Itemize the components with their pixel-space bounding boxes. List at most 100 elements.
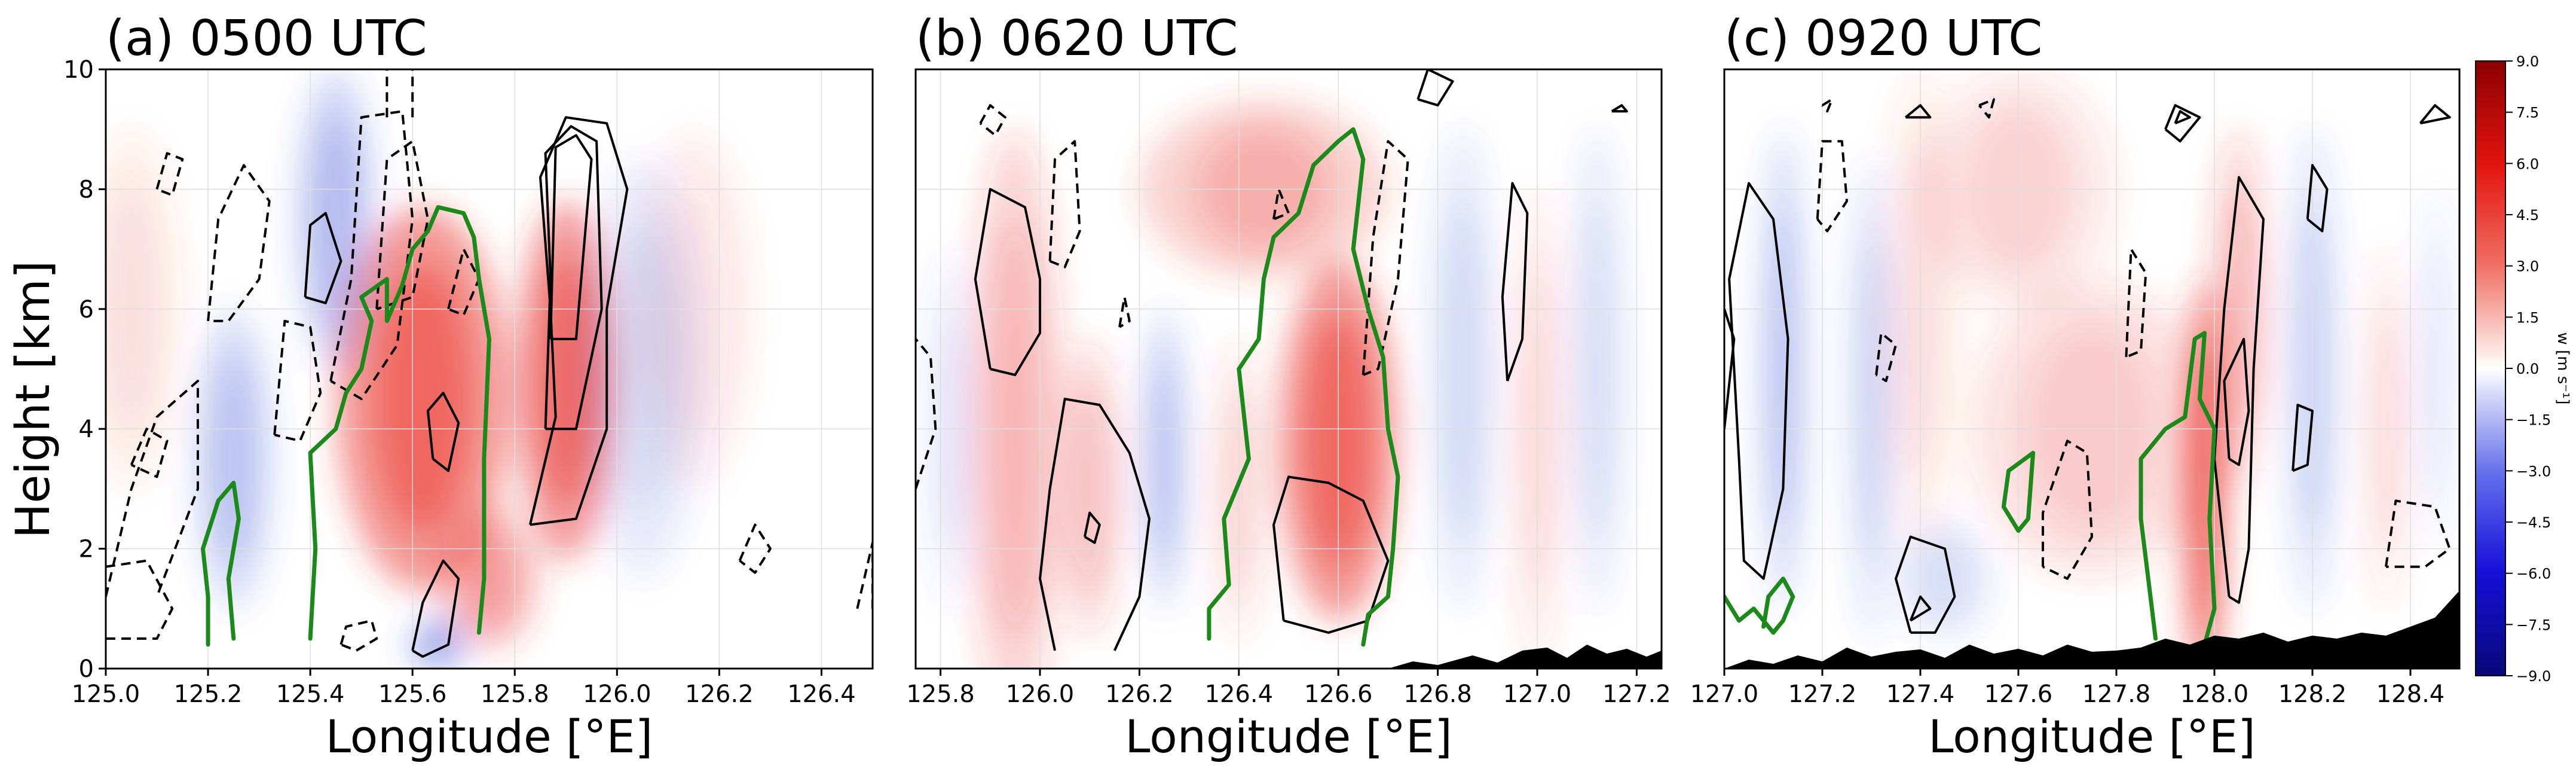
colorbar-label: w [m s⁻¹] [2554, 332, 2572, 404]
green-line-a-0 [201, 480, 241, 647]
axes-frame-b [914, 68, 1663, 670]
colorbar-tick-label-4: 3.0 [2516, 258, 2539, 275]
contour-dashed-a-4 [207, 164, 271, 322]
contour-solid-c-3 [1909, 595, 1932, 622]
contour-dashed-b-3 [916, 338, 937, 490]
updraft-a-2-core [461, 528, 518, 629]
contour-dashed-a-12 [738, 523, 772, 574]
downdraft-c-3-core [1917, 536, 1972, 621]
contour-dashed-c-2 [2042, 440, 2093, 580]
axes-frame-c [1723, 68, 2461, 670]
x-tick-label-b-7: 127.2 [1602, 681, 1671, 708]
x-ticks-a: 125.0 125.2 125.4 125.6 125.8 126.0 126.2 126.4 [72, 669, 856, 708]
contour-solid-c-10 [1905, 104, 1932, 119]
contour-solid-b-5 [1417, 69, 1454, 107]
contour-dashed-c-6 [2385, 499, 2451, 568]
colorbar-tick-label-11: −7.5 [2516, 617, 2551, 633]
x-tick-label-b-6: 127.0 [1503, 681, 1572, 708]
x-tick-label-c-1: 127.2 [1788, 681, 1857, 708]
downdraft-c-0-core [1769, 201, 1797, 537]
x-ticks-b: 125.8 126.0 126.2 126.4 126.6 126.8 127.0 127.2 [906, 669, 1671, 708]
y-tick-label-2: 4 [79, 416, 94, 443]
y-tick-label-3: 6 [79, 296, 94, 324]
contour-dashed-b-0 [979, 104, 1006, 137]
x-axis-label-c: Longitude [°E] [1928, 710, 2255, 763]
contour-dashed-b-4 [1272, 188, 1290, 221]
downdraft-c-4-core [2424, 243, 2446, 495]
contour-solid-c-4 [2213, 176, 2265, 604]
contour-solid-b-2 [974, 188, 1041, 376]
downdraft-a-0-core [211, 353, 256, 564]
contour-solid-c-2 [1895, 535, 1956, 634]
x-axis-label-b: Longitude [°E] [1125, 710, 1452, 763]
x-tick-label-b-1: 126.0 [1006, 681, 1075, 708]
contour-solid-b-4 [1501, 182, 1529, 382]
x-tick-label-c-4: 127.8 [2082, 681, 2151, 708]
contour-lines-b [916, 69, 1662, 669]
colorbar-tick-label-5: 1.5 [2516, 309, 2539, 326]
colorbar-tick-label-1: 7.5 [2516, 105, 2539, 121]
green-line-c-2 [2138, 331, 2217, 647]
x-tick-label-a-4: 125.8 [481, 681, 549, 708]
x-tick-label-a-1: 125.2 [174, 681, 243, 708]
x-tick-label-a-6: 126.2 [685, 681, 754, 708]
contour-solid-c-6 [2164, 104, 2201, 143]
contour-solid-b-0 [1039, 398, 1151, 651]
downdraft-c-1-core [1858, 231, 1885, 567]
x-tick-label-c-7: 128.4 [2376, 681, 2445, 708]
contour-dashed-a-3 [155, 152, 184, 197]
y-tick-label-4: 8 [79, 176, 94, 203]
y-ticks: 0 2 4 6 8 10 [63, 56, 106, 683]
colorbar-tick-label-7: −1.5 [2516, 412, 2551, 429]
panel-a: 125.0 125.2 125.4 125.6 125.8 126.0 126.2 126.4… [63, 10, 874, 763]
panel-title-b: (b) 0620 UTC [916, 10, 1238, 67]
x-tick-label-c-2: 127.4 [1886, 681, 1955, 708]
contour-dashed-b-1 [1048, 140, 1081, 269]
terrain-c [1724, 590, 2459, 669]
contour-solid-a-4 [426, 392, 460, 472]
contour-solid-a-5 [411, 559, 460, 658]
contour-dashed-b-5 [1362, 140, 1409, 376]
colorbar-tick-label-8: −3.0 [2516, 463, 2551, 480]
colorbar-tick-label-2: 6.0 [2516, 155, 2539, 172]
contour-solid-c-0 [1728, 182, 1789, 580]
contour-dashed-c-0 [1816, 140, 1848, 233]
panel-c: 127.0 127.2 127.4 127.6 127.8 128.0 128.2 128.4… [1690, 10, 2461, 763]
colorbar-tick-label-12: −9.0 [2516, 668, 2551, 685]
colorbar: 9.0 7.5 6.0 4.5 3.0 1.5 0.0 −1.5 −3.0 −4.5 −6.0 −7.… [2475, 53, 2572, 685]
x-tick-label-a-5: 126.0 [583, 681, 651, 708]
contour-solid-a-3 [304, 212, 342, 304]
downdraft-b-0-core [1151, 353, 1178, 564]
colorbar-gradient [2475, 60, 2506, 676]
x-tick-label-a-2: 125.4 [276, 681, 345, 708]
x-tick-label-a-7: 126.4 [787, 681, 856, 708]
contour-solid-c-11 [2419, 104, 2451, 125]
contour-solid-c-7 [2174, 110, 2191, 125]
contour-dashed-a-11 [339, 619, 378, 652]
contour-dashed-a-13 [856, 541, 873, 609]
contour-dashed-c-5 [1821, 98, 1834, 113]
contour-lines-a [106, 69, 873, 658]
downdraft-a-2-core [608, 222, 677, 516]
panel-title-a: (a) 0500 UTC [106, 10, 427, 67]
contour-solid-b-1 [1083, 511, 1101, 544]
panel-title-c: (c) 0920 UTC [1724, 10, 2042, 67]
contour-solid-a-1 [544, 125, 603, 431]
x-ticks-c: 127.0 127.2 127.4 127.6 127.8 128.0 128.2 128.4 [1690, 669, 2445, 708]
green-line-a-1 [308, 205, 491, 641]
x-tick-label-c-5: 128.0 [2180, 681, 2249, 708]
y-axis-label: Height [km] [7, 261, 60, 539]
updraft-b-3-core [1070, 384, 1109, 594]
green-line-c-1 [2001, 450, 2036, 533]
axes-frame-a [105, 68, 874, 670]
colorbar-ticks: 9.0 7.5 6.0 4.5 3.0 1.5 0.0 −1.5 −3.0 −4.5 −6.0 −7.… [2505, 53, 2551, 685]
x-tick-label-c-0: 127.0 [1690, 681, 1759, 708]
colorbar-tick-label-6: 0.0 [2516, 361, 2539, 377]
contour-dashed-a-0 [106, 559, 174, 640]
contour-dashed-c-3 [2125, 248, 2147, 358]
terrain-b [1388, 644, 1662, 669]
x-tick-label-b-3: 126.4 [1205, 681, 1274, 708]
contour-dashed-a-7 [375, 140, 429, 310]
x-tick-label-a-3: 125.6 [378, 681, 447, 708]
